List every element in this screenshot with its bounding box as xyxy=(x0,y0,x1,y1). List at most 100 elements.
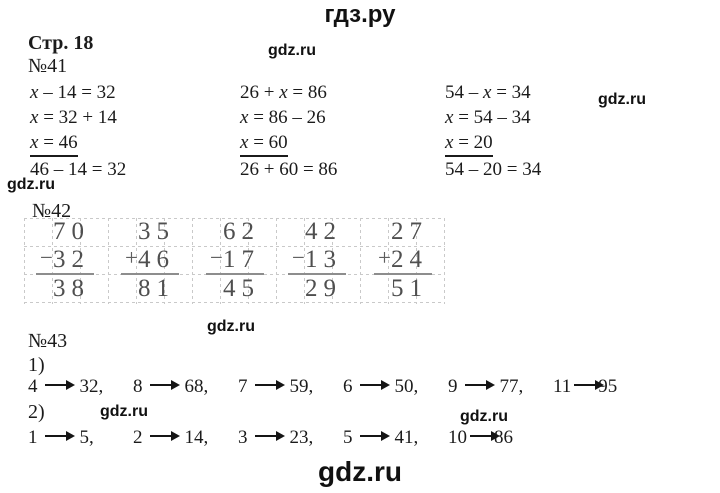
map-from: 9 xyxy=(448,376,458,397)
column-arithmetic-problem: − 70 32 38 xyxy=(36,218,112,304)
map-from: 3 xyxy=(238,427,248,448)
operator-sign: + xyxy=(125,245,138,270)
map-to: 59, xyxy=(289,376,314,397)
operator-sign: + xyxy=(378,245,391,270)
column-arithmetic-problem: − 42 13 29 xyxy=(288,218,364,304)
operator-sign: − xyxy=(40,245,53,270)
task43-part2-label: 2) xyxy=(28,401,45,423)
equation-line: 54 – x = 34 xyxy=(445,82,531,103)
map-item: 5 41, xyxy=(343,427,448,449)
answer-rule-line xyxy=(36,273,94,275)
map-from: 6 xyxy=(343,376,353,397)
answer-rule-line xyxy=(374,273,432,275)
map-from: 4 xyxy=(28,376,38,397)
arrow-icon xyxy=(574,383,596,387)
map-item: 8 68, xyxy=(133,376,238,398)
equation-check-line: 54 – 20 = 34 xyxy=(445,159,542,180)
equation-answer-line: x = 20 xyxy=(445,130,541,157)
arrow-icon xyxy=(149,434,171,438)
map-from: 1 xyxy=(28,427,38,448)
grid-lines xyxy=(24,218,445,304)
operator-sign: − xyxy=(292,245,305,270)
map-item: 6 50, xyxy=(343,376,448,398)
site-header-watermark: гдз.ру xyxy=(324,1,396,28)
watermark-part2-right: gdz.ru xyxy=(460,408,508,425)
task41-label: №41 xyxy=(28,55,68,77)
map-item: 2 14, xyxy=(133,427,238,449)
underlined-answer: x = 20 xyxy=(445,132,493,157)
equation-answer-line: x = 46 xyxy=(30,130,126,157)
equation-line: x = 32 + 14 xyxy=(30,107,117,128)
page-title: Стр. 18 xyxy=(28,32,94,54)
arrow-icon xyxy=(464,383,486,387)
equation-check-line: 46 – 14 = 32 xyxy=(30,159,127,180)
map-to: 5, xyxy=(79,427,94,448)
arrow-icon xyxy=(470,434,491,438)
map-from: 7 xyxy=(238,376,248,397)
equation-line: x – 14 = 32 xyxy=(30,82,116,103)
map-to: 68, xyxy=(184,376,209,397)
map-item: 11 95 xyxy=(553,376,617,398)
map-to: 77, xyxy=(499,376,524,397)
map-to: 32, xyxy=(79,376,104,397)
top-number: 27 xyxy=(391,218,428,245)
map-to: 41, xyxy=(394,427,419,448)
map-from: 11 xyxy=(553,376,572,397)
bottom-number: 17 xyxy=(223,246,260,273)
map-from: 8 xyxy=(133,376,143,397)
answer-rule-line xyxy=(288,273,346,275)
result-number: 51 xyxy=(391,275,428,302)
top-number: 62 xyxy=(223,218,260,245)
task42-label: №42 xyxy=(32,200,72,222)
arrow-icon xyxy=(149,383,171,387)
map-item: 3 23, xyxy=(238,427,343,449)
arrow-icon xyxy=(254,383,276,387)
arrow-icon xyxy=(254,434,276,438)
result-number: 29 xyxy=(305,275,342,302)
column-arithmetic-problem: − 62 17 45 xyxy=(206,218,282,304)
underlined-answer: x = 60 xyxy=(240,132,288,157)
mapping-row-1: 4 32, 8 68, 7 59, 6 50, 9 77, 11 95 xyxy=(28,376,617,398)
top-number: 42 xyxy=(305,218,342,245)
equation-line: 26 + x = 86 xyxy=(240,82,327,103)
arrow-icon xyxy=(359,434,381,438)
footer-watermark: gdz.ru xyxy=(318,456,402,487)
equation-line: x = 86 – 26 xyxy=(240,107,326,128)
task43-part1-label: 1) xyxy=(28,354,45,376)
map-item: 9 77, xyxy=(448,376,553,398)
map-from: 5 xyxy=(343,427,353,448)
arrow-icon xyxy=(44,383,66,387)
bottom-number: 24 xyxy=(391,246,428,273)
answer-rule-line xyxy=(206,273,264,275)
bottom-number: 32 xyxy=(53,246,90,273)
equation-column-1: x – 14 = 32 x = 32 + 14 x = 46 46 – 14 =… xyxy=(30,80,126,182)
result-number: 45 xyxy=(223,275,260,302)
map-to: 23, xyxy=(289,427,314,448)
map-item: 4 32, xyxy=(28,376,133,398)
map-item: 1 5, xyxy=(28,427,133,449)
bottom-number: 46 xyxy=(138,246,175,273)
result-number: 81 xyxy=(138,275,175,302)
map-from: 2 xyxy=(133,427,143,448)
arrow-icon xyxy=(44,434,66,438)
map-from: 10 xyxy=(448,427,467,448)
watermark-top-center: gdz.ru xyxy=(268,42,316,59)
top-number: 35 xyxy=(138,218,175,245)
answer-rule-line xyxy=(121,273,179,275)
mapping-row-2: 1 5, 2 14, 3 23, 5 41, 10 86 xyxy=(28,427,513,449)
underlined-answer: x = 46 xyxy=(30,132,78,157)
map-item: 10 86 xyxy=(448,427,513,449)
column-arithmetic-problem: + 35 46 81 xyxy=(121,218,197,304)
bottom-number: 13 xyxy=(305,246,342,273)
top-number: 70 xyxy=(53,218,90,245)
squared-paper-grid: − 70 32 38 + 35 46 81 − 62 17 45 − 42 13… xyxy=(24,218,445,304)
map-to: 14, xyxy=(184,427,209,448)
equation-column-2: 26 + x = 86 x = 86 – 26 x = 60 26 + 60 =… xyxy=(240,80,337,182)
equation-check-line: 26 + 60 = 86 xyxy=(240,159,338,180)
equation-column-3: 54 – x = 34 x = 54 – 34 x = 20 54 – 20 =… xyxy=(445,80,541,182)
map-item: 7 59, xyxy=(238,376,343,398)
watermark-part2-left: gdz.ru xyxy=(100,403,148,420)
watermark-left-task42: gdz.ru xyxy=(7,176,55,193)
watermark-right-task41: gdz.ru xyxy=(598,91,646,108)
arrow-icon xyxy=(359,383,381,387)
